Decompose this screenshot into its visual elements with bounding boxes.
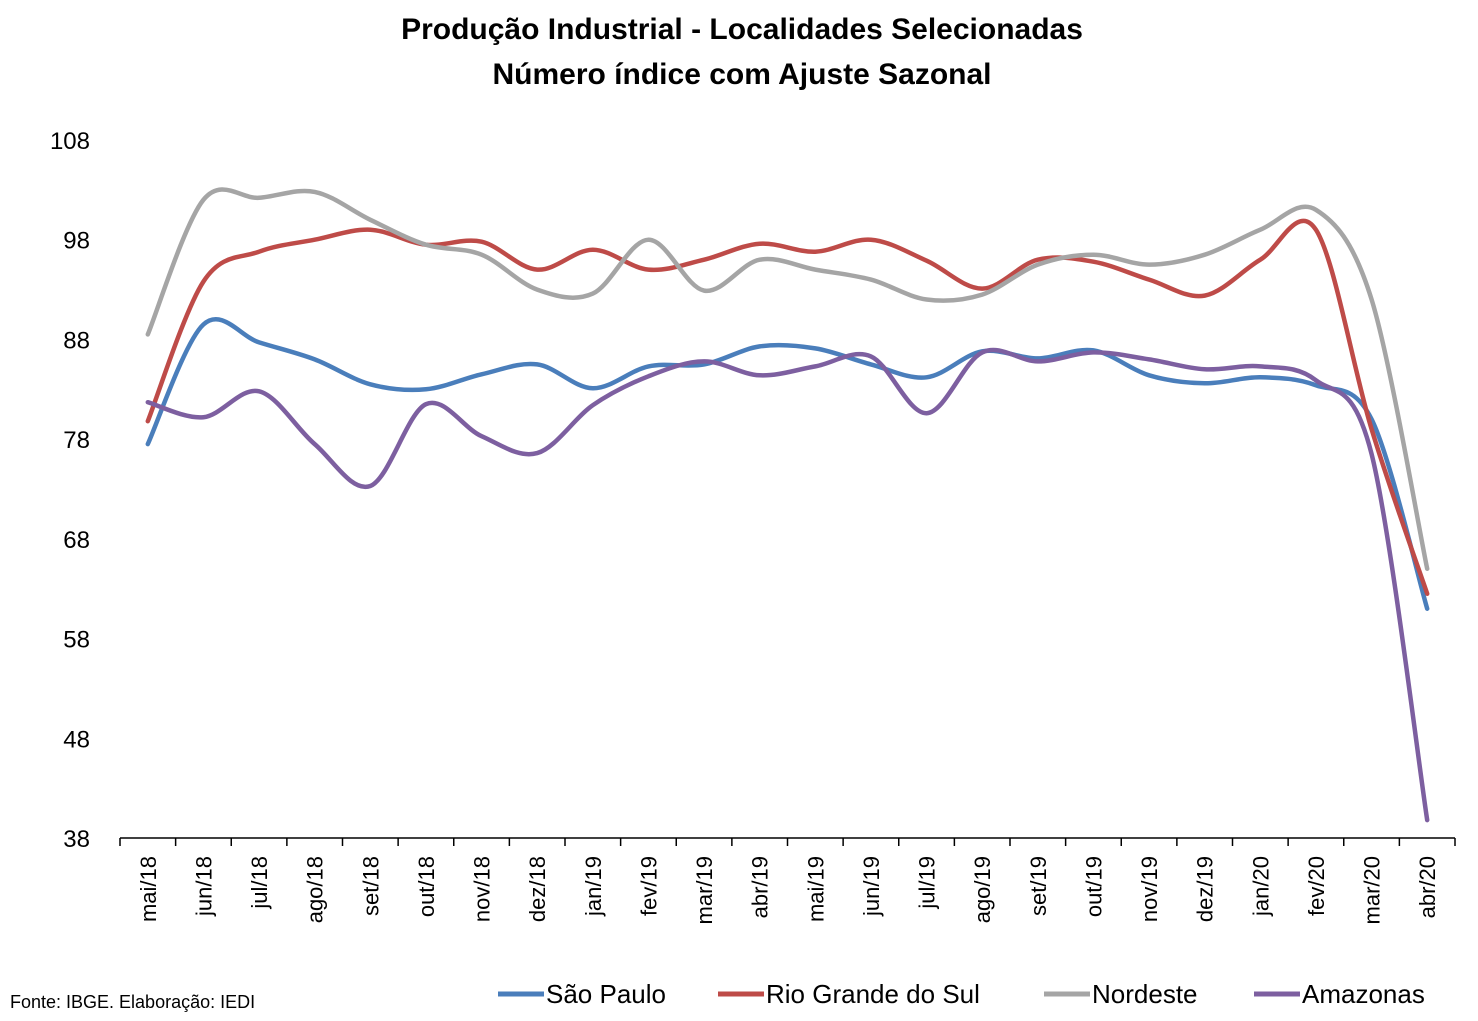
- y-tick-label: 98: [63, 228, 90, 255]
- legend: São Paulo Rio Grande do Sul Nordeste Amazon…: [498, 979, 1425, 1009]
- x-tick-label: mai/19: [803, 856, 828, 922]
- x-tick-label: jun/18: [191, 856, 216, 917]
- legend-label-nordeste: Nordeste: [1092, 979, 1198, 1009]
- series-line-sao-paulo: [145, 317, 1430, 611]
- y-tick-label: 68: [63, 527, 90, 554]
- x-tick-label: ago/19: [970, 856, 995, 923]
- y-axis: 108 98 88 78 68 58 48 38: [50, 128, 90, 853]
- source-note: Fonte: IBGE. Elaboração: IEDI: [10, 992, 255, 1012]
- series-line-rio-grande-do-sul: [145, 218, 1430, 596]
- x-tick-label: jan/20: [1248, 856, 1273, 917]
- x-tick-label: mar/19: [692, 856, 717, 924]
- y-tick-label: 78: [63, 427, 90, 454]
- x-tick-label: jan/19: [581, 856, 606, 917]
- x-tick-label: jul/19: [915, 856, 940, 910]
- x-tick-label: out/18: [414, 856, 439, 917]
- x-tick-label: fev/20: [1304, 856, 1329, 916]
- x-tick-label: set/18: [358, 856, 383, 916]
- x-tick-label: ago/18: [303, 856, 328, 923]
- chart-title: Produção Industrial - Localidades Seleci…: [401, 13, 1083, 46]
- series-line-amazonas: [145, 347, 1430, 823]
- x-tick-label: out/19: [1081, 856, 1106, 917]
- x-tick-label: mar/20: [1360, 856, 1385, 924]
- legend-label-rio-grande-do-sul: Rio Grande do Sul: [766, 979, 980, 1009]
- x-tick-label: dez/19: [1193, 856, 1218, 922]
- legend-label-amazonas: Amazonas: [1302, 979, 1425, 1009]
- x-tick-label: jun/19: [859, 856, 884, 917]
- x-tick-label: abr/19: [748, 856, 773, 918]
- x-tick-label: nov/19: [1137, 856, 1162, 922]
- y-tick-label: 58: [63, 627, 90, 654]
- x-tick-label: jul/18: [247, 856, 272, 910]
- y-tick-label: 88: [63, 327, 90, 354]
- legend-label-sao-paulo: São Paulo: [546, 979, 666, 1009]
- x-tick-label: set/19: [1026, 856, 1051, 916]
- series-lines: [145, 187, 1430, 823]
- y-tick-label: 38: [63, 826, 90, 853]
- y-tick-label: 108: [50, 128, 90, 155]
- x-tick-label: abr/20: [1415, 856, 1440, 918]
- series-line-nordeste: [145, 187, 1430, 572]
- chart-subtitle: Número índice com Ajuste Sazonal: [493, 58, 992, 91]
- x-tick-label: nov/18: [470, 856, 495, 922]
- y-tick-label: 48: [63, 726, 90, 753]
- x-tick-label: mai/18: [136, 856, 161, 922]
- x-tick-label: fev/19: [636, 856, 661, 916]
- x-axis: mai/18 jun/18 jul/18 ago/18 set/18 out/18 nov/…: [119, 837, 1456, 924]
- x-tick-label: dez/18: [525, 856, 550, 922]
